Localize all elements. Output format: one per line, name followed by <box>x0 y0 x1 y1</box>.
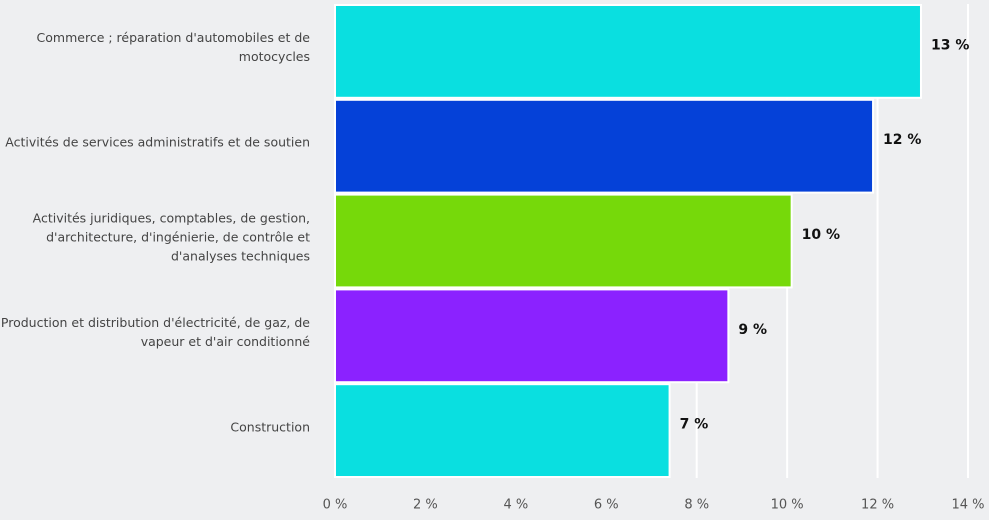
x-tick-label: 12 % <box>861 498 894 513</box>
x-tick-label: 0 % <box>323 498 348 513</box>
x-tick-label: 8 % <box>684 498 709 513</box>
x-tick-label: 6 % <box>594 498 619 513</box>
value-label: 10 % <box>802 227 840 243</box>
bar <box>334 193 793 289</box>
y-tick-label: Activités juridiques, comptables, de ges… <box>32 210 310 264</box>
x-tick-label: 2 % <box>413 498 438 513</box>
value-label: 9 % <box>738 322 767 338</box>
y-tick-label: Activités de services administratifs et … <box>5 134 310 150</box>
x-tick-label: 14 % <box>951 498 984 513</box>
bar <box>334 288 730 384</box>
value-label: 7 % <box>680 417 709 433</box>
y-tick-label: Commerce ; réparation d'automobiles et d… <box>36 30 310 65</box>
bar <box>334 383 671 479</box>
bar <box>334 4 922 99</box>
y-tick-label: Construction <box>230 419 310 435</box>
x-tick-label: 4 % <box>503 498 528 513</box>
value-label: 13 % <box>931 37 969 53</box>
bar <box>334 98 875 194</box>
value-label: 12 % <box>883 132 921 148</box>
x-tick-label: 10 % <box>771 498 804 513</box>
y-tick-label: Production et distribution d'électricité… <box>0 314 310 349</box>
